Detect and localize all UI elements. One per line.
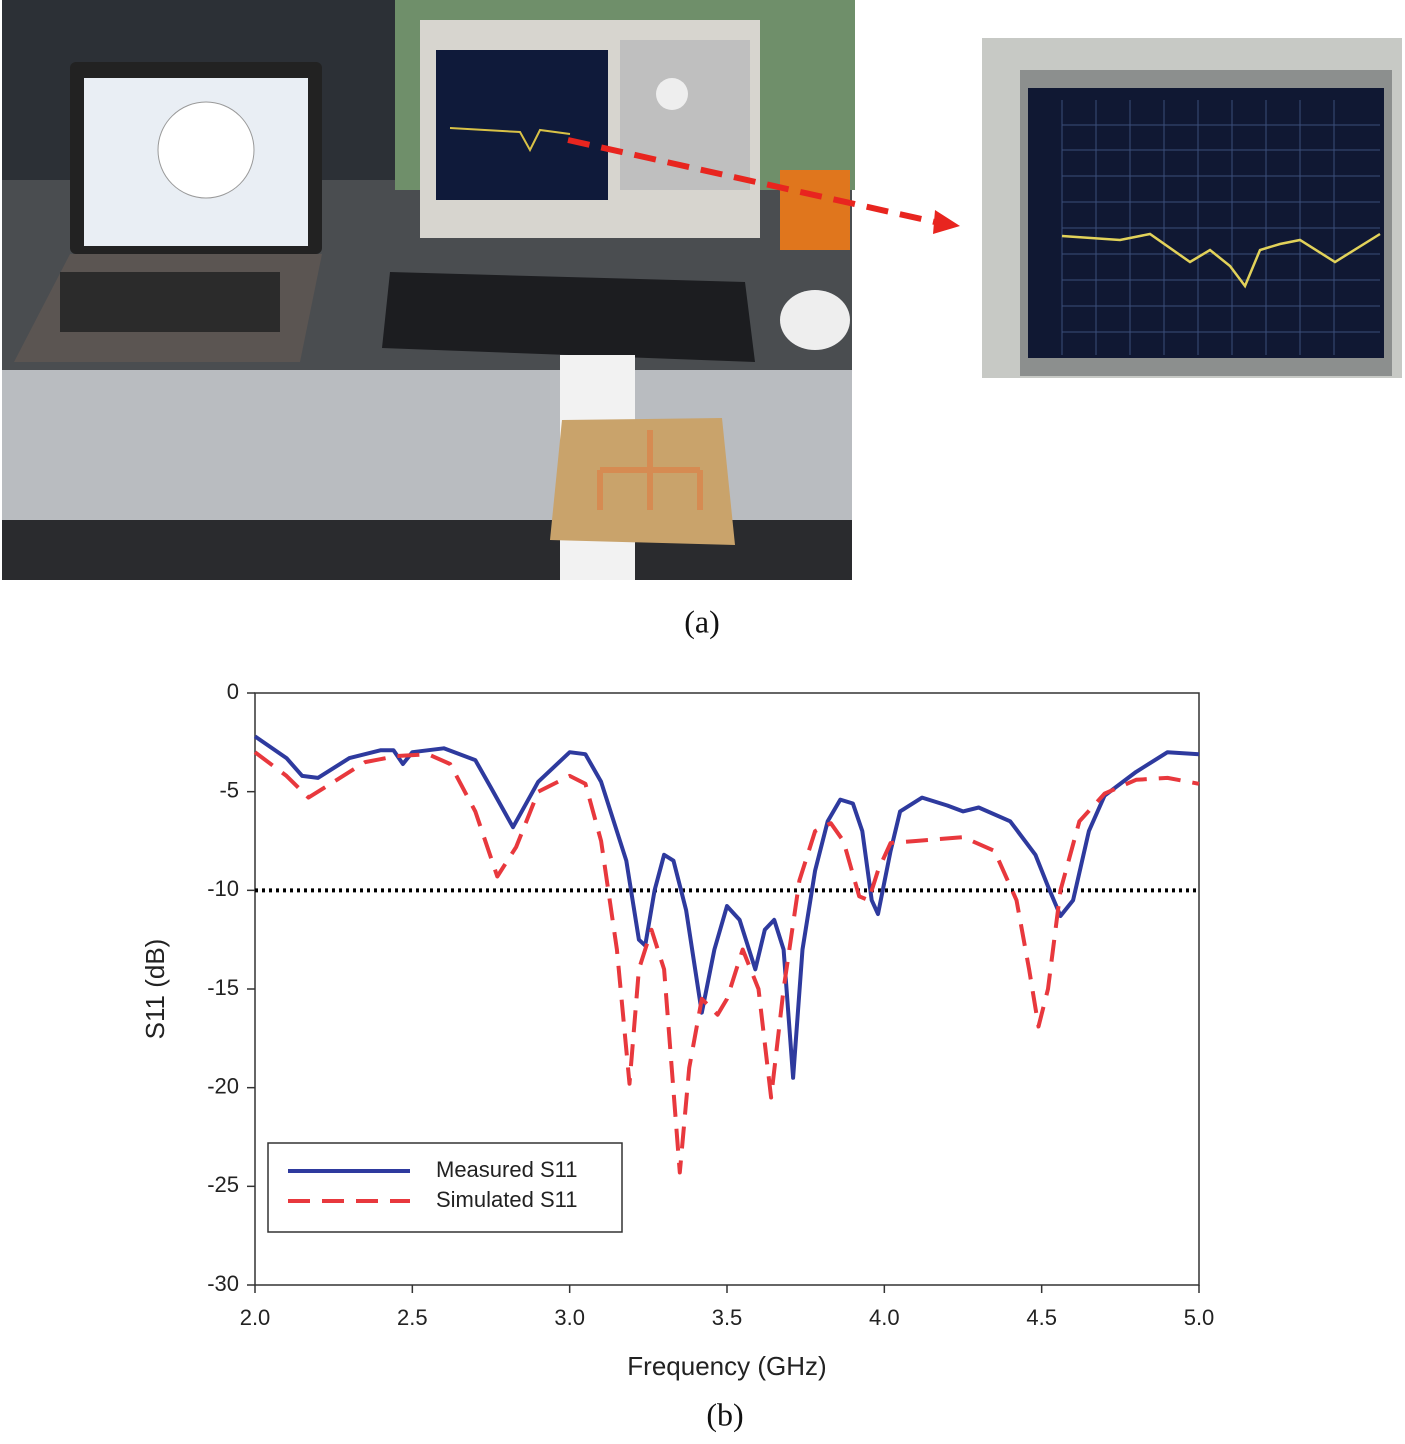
y-tick-label: -20 (207, 1073, 239, 1098)
y-tick-label: -25 (207, 1172, 239, 1197)
x-tick-label: 2.0 (240, 1305, 271, 1330)
x-tick-label: 5.0 (1184, 1305, 1215, 1330)
y-tick-label: -10 (207, 876, 239, 901)
legend-label: Measured S11 (436, 1157, 577, 1182)
x-tick-label: 4.5 (1026, 1305, 1057, 1330)
y-tick-label: 0 (227, 679, 239, 704)
series-line (253, 734, 1200, 1080)
x-axis-label: Frequency (GHz) (627, 1351, 826, 1381)
y-tick-label: -30 (207, 1271, 239, 1296)
series-line (253, 750, 1200, 1175)
x-tick-label: 4.0 (869, 1305, 900, 1330)
chart: 0 -5 -10 -15 -20 -25 -302.0 2.5 3.0 3.5 4.0 4.5 5.0 F… (140, 679, 1214, 1381)
x-tick-label: 3.0 (554, 1305, 585, 1330)
x-tick-label: 3.5 (712, 1305, 743, 1330)
legend-label: Simulated S11 (436, 1187, 577, 1212)
caption: (a) (684, 603, 720, 639)
legend-box (267, 1142, 623, 1233)
x-tick-label: 2.5 (397, 1305, 428, 1330)
y-tick-label: -5 (219, 777, 239, 802)
caption: (b) (706, 1396, 743, 1432)
y-axis-label: S11 (dB) (140, 939, 170, 1040)
photo (2, 0, 1402, 580)
y-tick-label: -15 (207, 975, 239, 1000)
